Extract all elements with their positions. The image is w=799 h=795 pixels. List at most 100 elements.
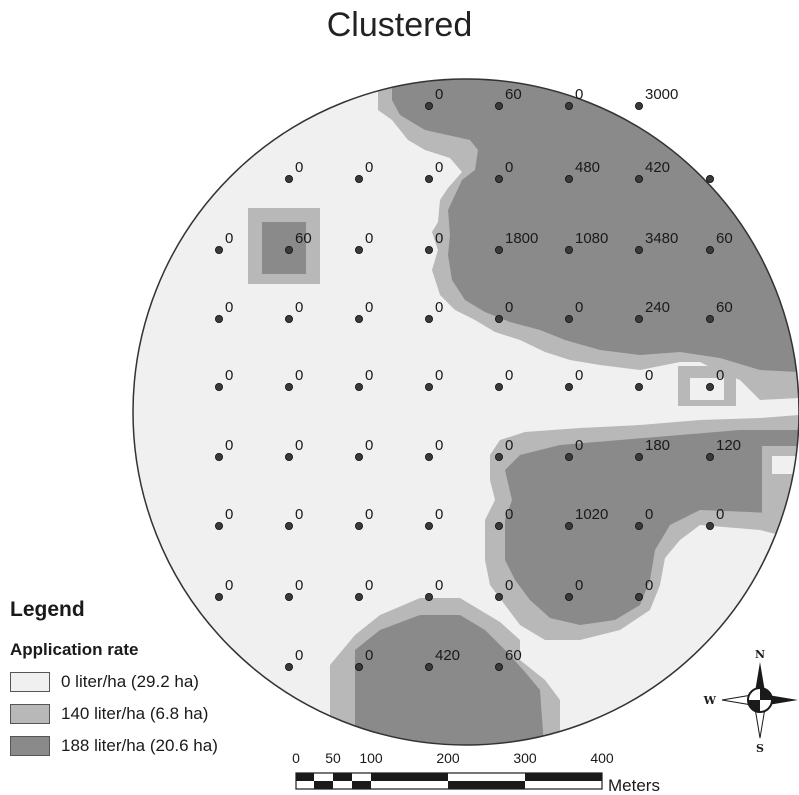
sample-value-label: 0	[365, 299, 373, 316]
south-label: S	[756, 742, 764, 755]
sample-point	[494, 245, 503, 254]
sample-value-label: 0	[575, 86, 583, 103]
sample-point	[494, 314, 503, 323]
sample-value-label: 0	[645, 506, 653, 523]
sample-point	[214, 522, 223, 531]
sample-point	[635, 174, 644, 183]
sample-value-label: 60	[716, 230, 733, 247]
scale-tick-label: 300	[513, 750, 537, 766]
sample-value-label: 0	[505, 299, 513, 316]
sample-value-label: 0	[225, 299, 233, 316]
sample-value-label: 0	[435, 86, 443, 103]
sample-value-label: 0	[365, 647, 373, 664]
sample-value-label: 0	[295, 299, 303, 316]
legend-item-label: 188 liter/ha (20.6 ha)	[61, 736, 218, 755]
legend-swatch	[10, 672, 50, 692]
sample-value-label: 0	[435, 230, 443, 247]
north-label: N	[755, 648, 765, 661]
sample-point	[424, 174, 433, 183]
sample-point	[424, 102, 433, 111]
sample-point	[214, 314, 223, 323]
sample-value-label: 0	[225, 367, 233, 384]
sample-point	[494, 663, 503, 672]
west-label: W	[703, 694, 717, 707]
scale-bar: 0 50 100 200 300 400 Meters	[292, 750, 660, 795]
sample-point	[635, 522, 644, 531]
sample-point	[706, 382, 715, 391]
legend-subtitle: Application rate	[10, 640, 139, 659]
sample-point	[284, 593, 293, 602]
sample-point	[424, 314, 433, 323]
sample-point	[635, 382, 644, 391]
sample-point	[706, 245, 715, 254]
sample-point	[565, 245, 574, 254]
sample-value-label: 0	[505, 437, 513, 454]
sample-point	[214, 593, 223, 602]
scale-tick-label: 100	[359, 750, 383, 766]
field-boundary	[132, 78, 799, 746]
sample-value-label: 240	[645, 299, 670, 316]
sample-point	[424, 663, 433, 672]
sample-value-label: 60	[505, 86, 522, 103]
scale-tick-label: 200	[436, 750, 460, 766]
sample-value-label: 0	[575, 577, 583, 594]
sample-value-label: 0	[575, 437, 583, 454]
sample-value-label: 0	[505, 577, 513, 594]
sample-point	[635, 102, 644, 111]
sample-value-label: 0	[435, 506, 443, 523]
sample-value-label: 60	[716, 299, 733, 316]
sample-value-label: 180	[645, 437, 670, 454]
sample-point	[214, 245, 223, 254]
sample-value-label: 0	[575, 367, 583, 384]
sample-value-label: 0	[435, 367, 443, 384]
sample-value-label: 1080	[575, 230, 608, 247]
sample-value-label: 420	[435, 647, 460, 664]
sample-value-label: 0	[716, 506, 724, 523]
sample-point	[706, 174, 715, 183]
sample-value-label: 0	[435, 159, 443, 176]
sample-value-label: 60	[295, 230, 312, 247]
sample-point	[494, 382, 503, 391]
sample-point	[284, 174, 293, 183]
sample-value-label: 0	[365, 367, 373, 384]
sample-value-label: 0	[295, 367, 303, 384]
zone-188-liter	[505, 430, 799, 625]
sample-point	[706, 314, 715, 323]
sample-value-label: 0	[295, 577, 303, 594]
sample-point	[284, 452, 293, 461]
legend-swatch	[10, 704, 50, 724]
sample-point	[424, 245, 433, 254]
sample-value-label: 0	[435, 437, 443, 454]
sample-value-label: 0	[365, 506, 373, 523]
sample-point	[284, 522, 293, 531]
sample-point	[354, 174, 363, 183]
sample-point	[494, 522, 503, 531]
sample-value-label: 1020	[575, 506, 608, 523]
scale-tick-label: 400	[590, 750, 614, 766]
sample-point	[565, 174, 574, 183]
sample-value-label: 0	[295, 159, 303, 176]
sample-value-label: 0	[365, 159, 373, 176]
sample-point	[284, 382, 293, 391]
sample-point	[565, 452, 574, 461]
sample-point	[424, 452, 433, 461]
sample-point	[494, 102, 503, 111]
legend-item: 0 liter/ha (29.2 ha)	[10, 671, 199, 693]
sample-value-label: 120	[716, 437, 741, 454]
sample-value-label: 0	[505, 367, 513, 384]
legend-item-label: 0 liter/ha (29.2 ha)	[61, 672, 199, 691]
sample-point	[565, 382, 574, 391]
sample-value-label: 0	[225, 577, 233, 594]
sample-point	[354, 314, 363, 323]
sample-point	[284, 314, 293, 323]
sample-point	[354, 382, 363, 391]
sample-point	[565, 593, 574, 602]
sample-point	[635, 593, 644, 602]
sample-value-label: 3480	[645, 230, 678, 247]
scale-tick-label: 0	[292, 750, 300, 766]
sample-value-label: 0	[225, 437, 233, 454]
sample-value-label: 420	[645, 159, 670, 176]
sample-point	[354, 452, 363, 461]
sample-value-label: 0	[225, 506, 233, 523]
